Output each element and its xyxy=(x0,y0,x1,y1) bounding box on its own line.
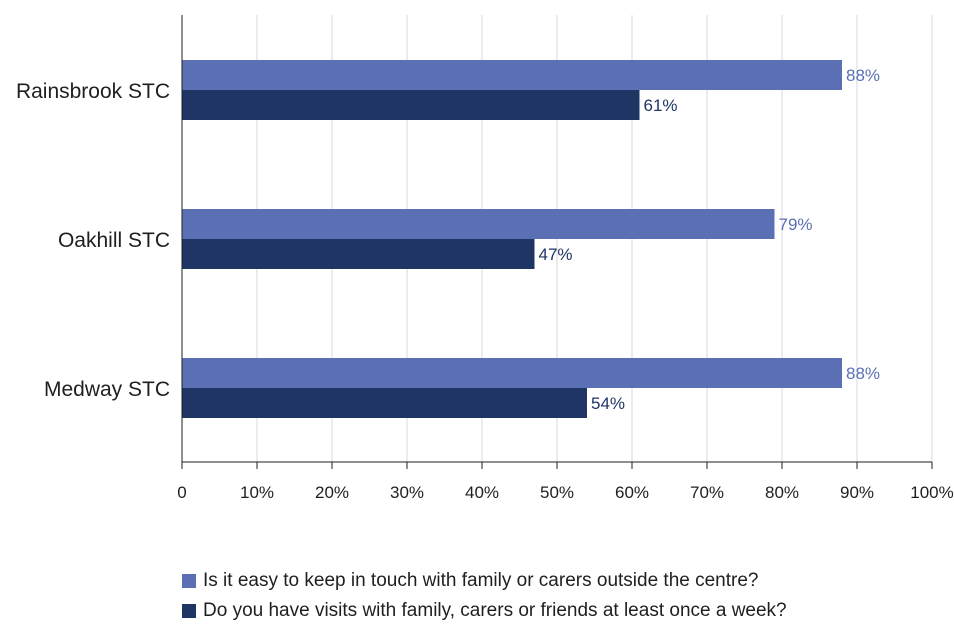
bar xyxy=(182,209,775,239)
legend: Is it easy to keep in touch with family … xyxy=(182,566,787,626)
x-tick-label: 20% xyxy=(315,483,349,502)
x-tick-label: 80% xyxy=(765,483,799,502)
legend-swatch-series-2 xyxy=(182,604,196,618)
bar xyxy=(182,388,587,418)
bar xyxy=(182,358,842,388)
x-tick-label: 50% xyxy=(540,483,574,502)
x-tick-label: 70% xyxy=(690,483,724,502)
data-label: 79% xyxy=(779,215,813,234)
legend-label-series-1: Is it easy to keep in touch with family … xyxy=(203,570,759,591)
data-label: 61% xyxy=(644,96,678,115)
legend-swatch-series-1 xyxy=(182,574,196,588)
x-tick-label: 40% xyxy=(465,483,499,502)
x-tick-label: 60% xyxy=(615,483,649,502)
data-label: 88% xyxy=(846,364,880,383)
x-tick-label: 90% xyxy=(840,483,874,502)
x-tick-label: 0 xyxy=(177,483,186,502)
legend-item-series-1: Is it easy to keep in touch with family … xyxy=(182,566,787,596)
bar xyxy=(182,90,640,120)
bar xyxy=(182,60,842,90)
category-label: Medway STC xyxy=(44,378,170,401)
data-label: 88% xyxy=(846,66,880,85)
legend-label-series-2: Do you have visits with family, carers o… xyxy=(203,600,787,621)
category-label: Oakhill STC xyxy=(58,229,170,252)
data-label: 47% xyxy=(539,245,573,264)
category-label: Rainsbrook STC xyxy=(16,80,170,103)
data-label: 54% xyxy=(591,394,625,413)
x-tick-label: 30% xyxy=(390,483,424,502)
legend-item-series-2: Do you have visits with family, carers o… xyxy=(182,596,787,626)
x-tick-label: 10% xyxy=(240,483,274,502)
bar xyxy=(182,239,535,269)
x-tick-label: 100% xyxy=(910,483,953,502)
